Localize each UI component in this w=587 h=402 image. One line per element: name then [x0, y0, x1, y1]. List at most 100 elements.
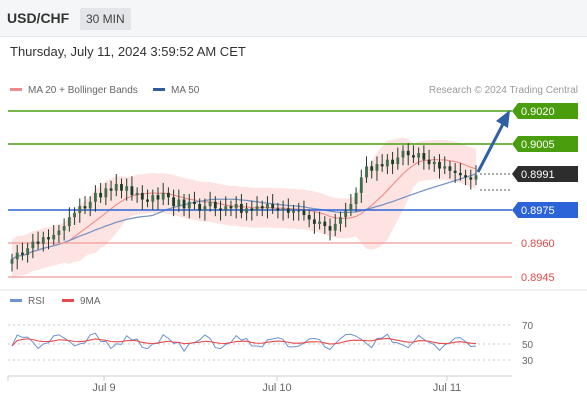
candle	[114, 174, 118, 197]
candle	[47, 229, 50, 250]
candle-body	[93, 192, 97, 202]
candle-body	[151, 195, 155, 202]
ma50-legend-swatch	[153, 88, 165, 91]
candle-body	[422, 153, 426, 160]
candle-body	[458, 172, 462, 176]
candle	[31, 233, 35, 259]
candle-body	[354, 192, 358, 204]
candle	[401, 145, 405, 166]
price-label-8960: 0.8960	[521, 238, 555, 250]
candle	[453, 163, 457, 183]
candle	[21, 242, 24, 261]
candle	[458, 163, 462, 181]
candle-body	[312, 219, 316, 224]
candle-body	[31, 241, 35, 249]
forecast-arrow-shaft	[476, 123, 505, 173]
candle-body	[333, 223, 337, 231]
candle-body	[239, 203, 243, 213]
ma20-legend-swatch	[10, 88, 22, 91]
symbol-label: USD/CHF	[7, 10, 70, 26]
candle-body	[26, 248, 30, 255]
candle	[359, 169, 363, 203]
candle-body	[412, 155, 415, 158]
candle-body	[385, 159, 389, 167]
candle	[78, 198, 82, 223]
candle-body	[391, 159, 395, 165]
candle-body	[99, 192, 103, 198]
candle	[26, 242, 30, 263]
candle	[213, 196, 217, 217]
candle	[229, 200, 233, 217]
candle	[99, 182, 103, 203]
candle	[224, 196, 228, 217]
candle-body	[219, 208, 222, 211]
candle	[333, 213, 337, 237]
candle	[140, 185, 144, 210]
candle-body	[120, 184, 123, 191]
candle-body	[57, 230, 61, 235]
candle	[83, 196, 87, 214]
moving-averages	[11, 158, 477, 260]
candle	[469, 169, 473, 190]
rsi-line	[11, 332, 477, 353]
rsi-legend-label: RSI	[28, 296, 45, 307]
candle-body	[318, 221, 322, 224]
svg-text:0.8975: 0.8975	[521, 205, 555, 217]
candle	[198, 198, 202, 219]
candle	[365, 156, 368, 183]
candle	[177, 189, 181, 212]
candle-body	[21, 252, 24, 255]
candle-body	[203, 206, 207, 211]
price-tag-9005: 0.9005	[512, 136, 578, 152]
candle	[182, 194, 186, 217]
candle	[239, 194, 243, 219]
forecast-arrow-head	[496, 110, 510, 128]
header-bar: USD/CHF 30 MIN	[0, 0, 587, 37]
candle-body	[172, 197, 176, 207]
rsi-legend-swatch	[10, 299, 22, 302]
candle	[36, 231, 40, 250]
candle-body	[198, 203, 202, 211]
svg-text:0.8991: 0.8991	[521, 169, 555, 181]
candle	[151, 189, 155, 210]
candle-body	[339, 217, 342, 224]
candle-body	[255, 206, 259, 211]
rsi-ma-legend-swatch	[62, 299, 74, 302]
bollinger-band	[12, 137, 476, 280]
candle	[172, 189, 176, 217]
candle-body	[292, 210, 295, 213]
candle-body	[271, 203, 275, 209]
candle	[412, 145, 415, 164]
candle-body	[396, 157, 400, 165]
candle-body	[266, 203, 269, 209]
x-label-jul9: Jul 9	[92, 382, 115, 394]
candle	[292, 205, 295, 221]
candle	[323, 216, 327, 234]
candle-body	[36, 241, 40, 244]
candle	[125, 178, 129, 201]
candle-body	[67, 217, 71, 227]
timeframe-button[interactable]: 30 MIN	[80, 8, 131, 30]
candle-body	[10, 259, 14, 264]
candle	[250, 200, 254, 221]
candle	[271, 194, 275, 214]
candle-body	[365, 166, 368, 178]
candle	[448, 160, 452, 179]
candle-body	[464, 175, 467, 178]
candle	[255, 196, 259, 217]
candle-body	[166, 192, 170, 198]
candle	[318, 211, 322, 230]
candle	[156, 187, 160, 210]
candle-body	[328, 226, 332, 231]
candle	[422, 145, 426, 170]
candle	[307, 209, 311, 228]
x-label-jul11: Jul 11	[433, 382, 462, 394]
candle	[391, 151, 395, 175]
candle	[328, 218, 332, 241]
rsi-level-50: 50	[522, 340, 534, 351]
ma20-line	[11, 158, 477, 260]
candle	[438, 154, 441, 179]
candle-body	[469, 177, 473, 180]
